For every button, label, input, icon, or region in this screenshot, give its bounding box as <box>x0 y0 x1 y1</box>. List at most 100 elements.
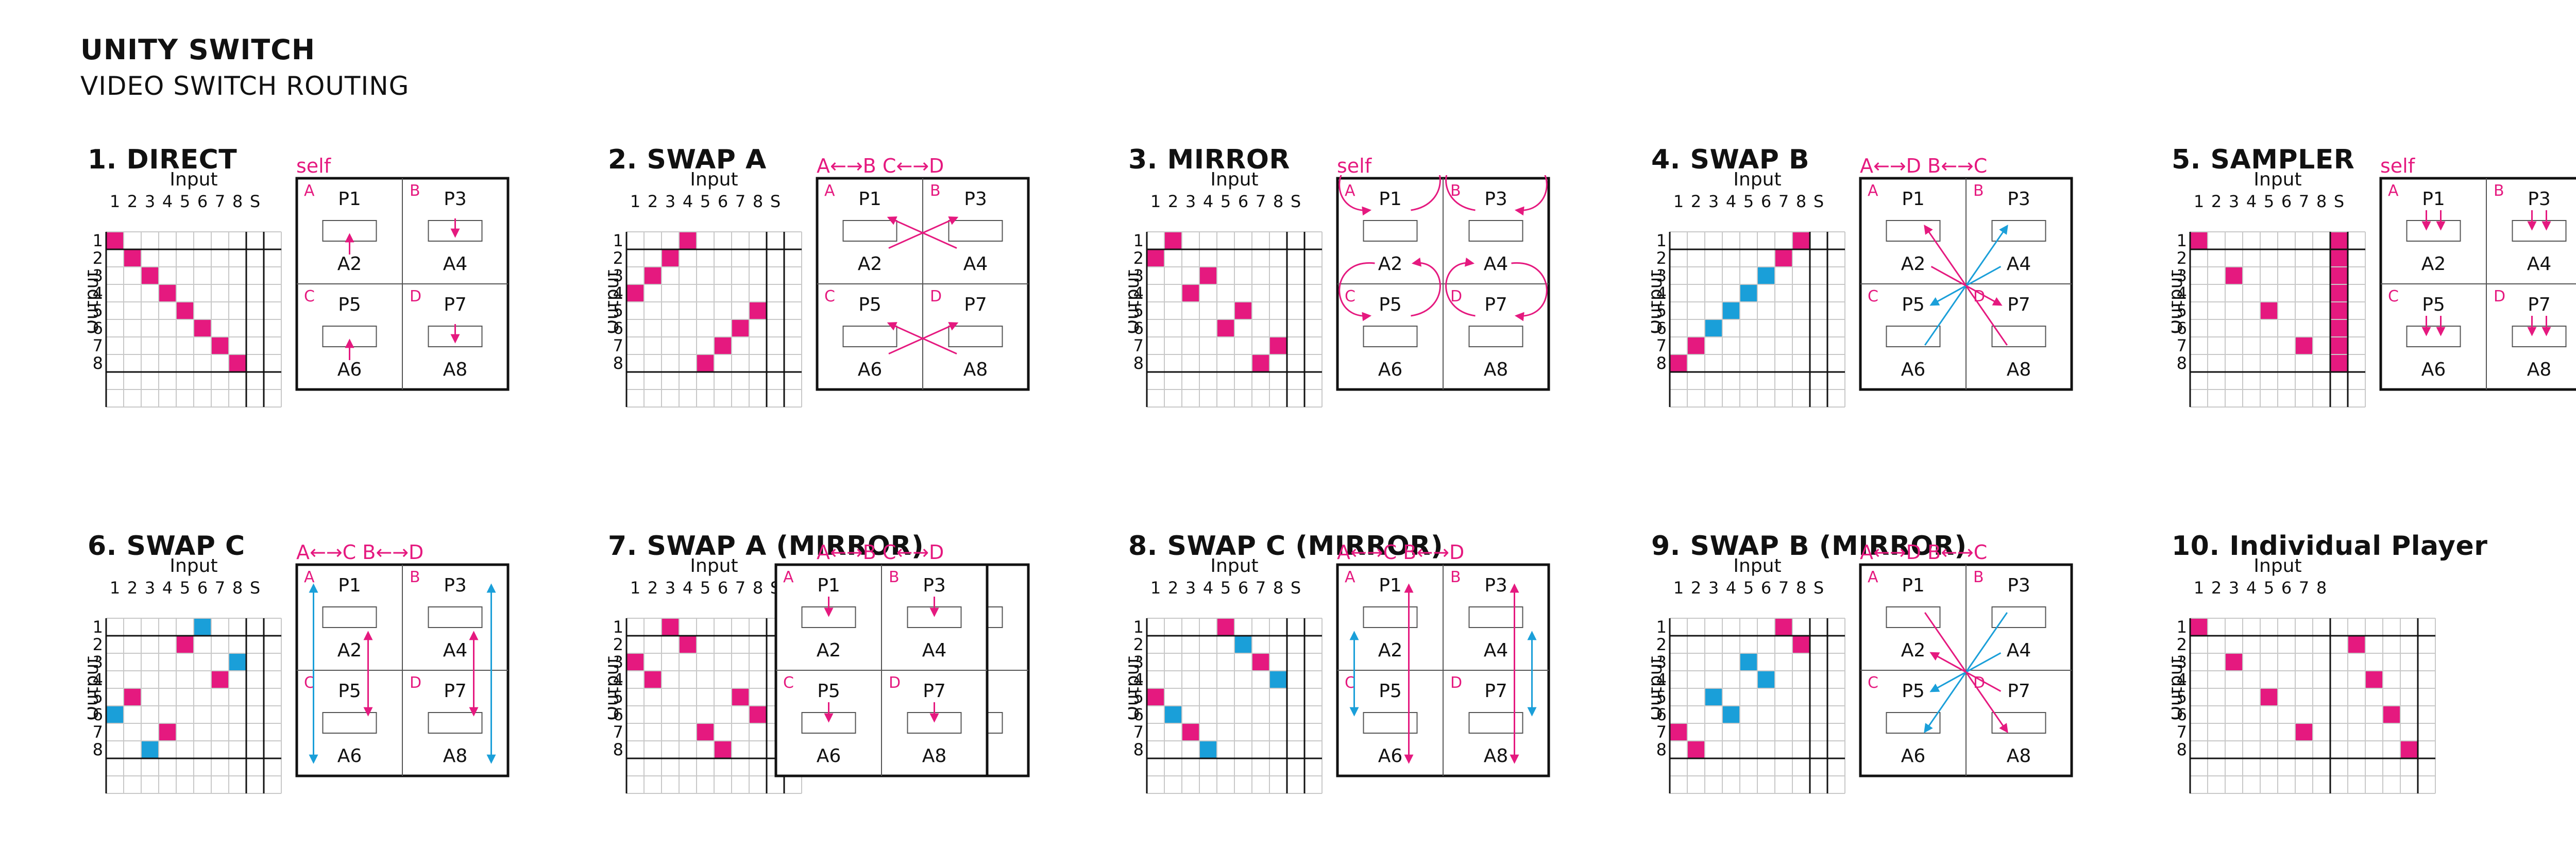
quadrant-letter: A <box>304 568 315 586</box>
output-axis-label: Output <box>1651 656 1666 720</box>
quadrant-letter: B <box>1973 182 1984 200</box>
output-axis-label: Output <box>2172 269 2187 334</box>
input-header: 5 <box>180 578 190 598</box>
route-cell <box>1670 354 1687 372</box>
player-label: P7 <box>964 294 987 315</box>
route-cell <box>1740 284 1757 302</box>
route-arrow <box>1514 175 1548 216</box>
output-axis-label: Output <box>1128 656 1143 720</box>
route-cell <box>1182 284 1199 302</box>
output-axis-label: Output <box>2172 656 2187 720</box>
screen-box <box>2512 326 2567 347</box>
output-header: 4 <box>2177 670 2187 689</box>
source-label: A6 <box>817 746 841 767</box>
player-label: P1 <box>858 189 882 210</box>
output-header: 4 <box>613 283 623 303</box>
screen-box <box>1886 326 1941 347</box>
input-header: S <box>1291 192 1301 211</box>
screen-box <box>1991 326 2046 347</box>
route-cell <box>1252 653 1269 671</box>
input-header: 1 <box>1150 192 1161 211</box>
source-label: A6 <box>858 359 883 380</box>
route-cell <box>1164 706 1182 723</box>
quadrant-letter: B <box>1973 568 1984 586</box>
output-header: 7 <box>1133 336 1144 355</box>
player-label: P1 <box>338 189 361 210</box>
source-label: A4 <box>2007 640 2031 661</box>
route-cell <box>2295 337 2313 354</box>
player-label: P5 <box>338 681 361 702</box>
output-header: 5 <box>1133 301 1144 320</box>
quadrant-letter: D <box>930 287 942 306</box>
input-header: 3 <box>1185 578 1196 598</box>
input-header: 5 <box>2264 578 2274 598</box>
route-cell <box>124 688 141 706</box>
source-label: A2 <box>337 640 362 661</box>
output-header: 1 <box>613 617 623 637</box>
output-header: 4 <box>613 670 623 689</box>
input-header: 8 <box>2316 578 2327 598</box>
output-header: 3 <box>1133 652 1144 672</box>
source-label: A4 <box>922 640 947 661</box>
routing-panel: 5. SAMPLER self Input 1 2 3 4 5 6 7 8 S Output 1 2 3 4 5 6… <box>2172 144 2576 433</box>
input-axis-label: Input <box>2253 170 2301 190</box>
quadrant-letter: C <box>1345 287 1355 306</box>
panel-title: 10. Individual Player <box>2172 531 2488 562</box>
player-label: P5 <box>1902 681 1925 702</box>
route-cell <box>732 688 749 706</box>
quadrant-letter: A <box>783 568 794 586</box>
route-cell <box>2365 671 2383 688</box>
input-header: 7 <box>2299 192 2309 211</box>
input-header: 8 <box>2316 192 2327 211</box>
player-label: P5 <box>1379 681 1402 702</box>
input-header: 2 <box>1168 578 1178 598</box>
source-label: A6 <box>1378 359 1403 380</box>
route-cell <box>2330 302 2348 319</box>
route-cell <box>1147 688 1164 706</box>
route-cell <box>1147 249 1164 267</box>
output-header: 8 <box>1133 740 1144 759</box>
player-label: P1 <box>817 575 840 596</box>
input-header: 8 <box>232 578 243 598</box>
player-label: P3 <box>444 189 467 210</box>
source-label: A6 <box>2421 359 2446 380</box>
route-cell <box>194 319 211 337</box>
player-label: P1 <box>1902 575 1925 596</box>
route-cell <box>679 636 697 653</box>
screen-box <box>2512 220 2567 242</box>
input-header: 6 <box>2281 192 2292 211</box>
input-header: 4 <box>2246 578 2257 598</box>
screen-box <box>1363 220 1418 242</box>
route-cell <box>1217 618 1234 636</box>
input-header: 6 <box>197 192 208 211</box>
route-cell <box>1269 671 1287 688</box>
route-cell <box>194 618 211 636</box>
route-cell <box>714 337 732 354</box>
input-header: 1 <box>2194 578 2204 598</box>
source-label: A2 <box>2421 253 2446 275</box>
output-header: 3 <box>613 652 623 672</box>
route-arrow <box>1445 175 1476 211</box>
quadrant-letter: D <box>2494 287 2505 306</box>
quadrant-letter: A <box>1868 182 1878 200</box>
input-header: 8 <box>1273 192 1283 211</box>
player-label: P1 <box>1902 189 1925 210</box>
output-header: 5 <box>613 687 623 707</box>
source-label: A4 <box>2007 253 2031 275</box>
quadrant-letter: B <box>410 182 420 200</box>
input-header: 5 <box>1221 192 1231 211</box>
route-cell <box>1164 232 1182 249</box>
output-header: 2 <box>93 635 103 654</box>
route-cell <box>159 284 176 302</box>
input-header: 6 <box>2281 578 2292 598</box>
input-header: 5 <box>700 192 710 211</box>
input-header: 1 <box>1150 578 1161 598</box>
output-header: 7 <box>613 722 623 742</box>
output-header: 1 <box>1656 617 1667 637</box>
input-axis-label: Input <box>170 556 217 577</box>
